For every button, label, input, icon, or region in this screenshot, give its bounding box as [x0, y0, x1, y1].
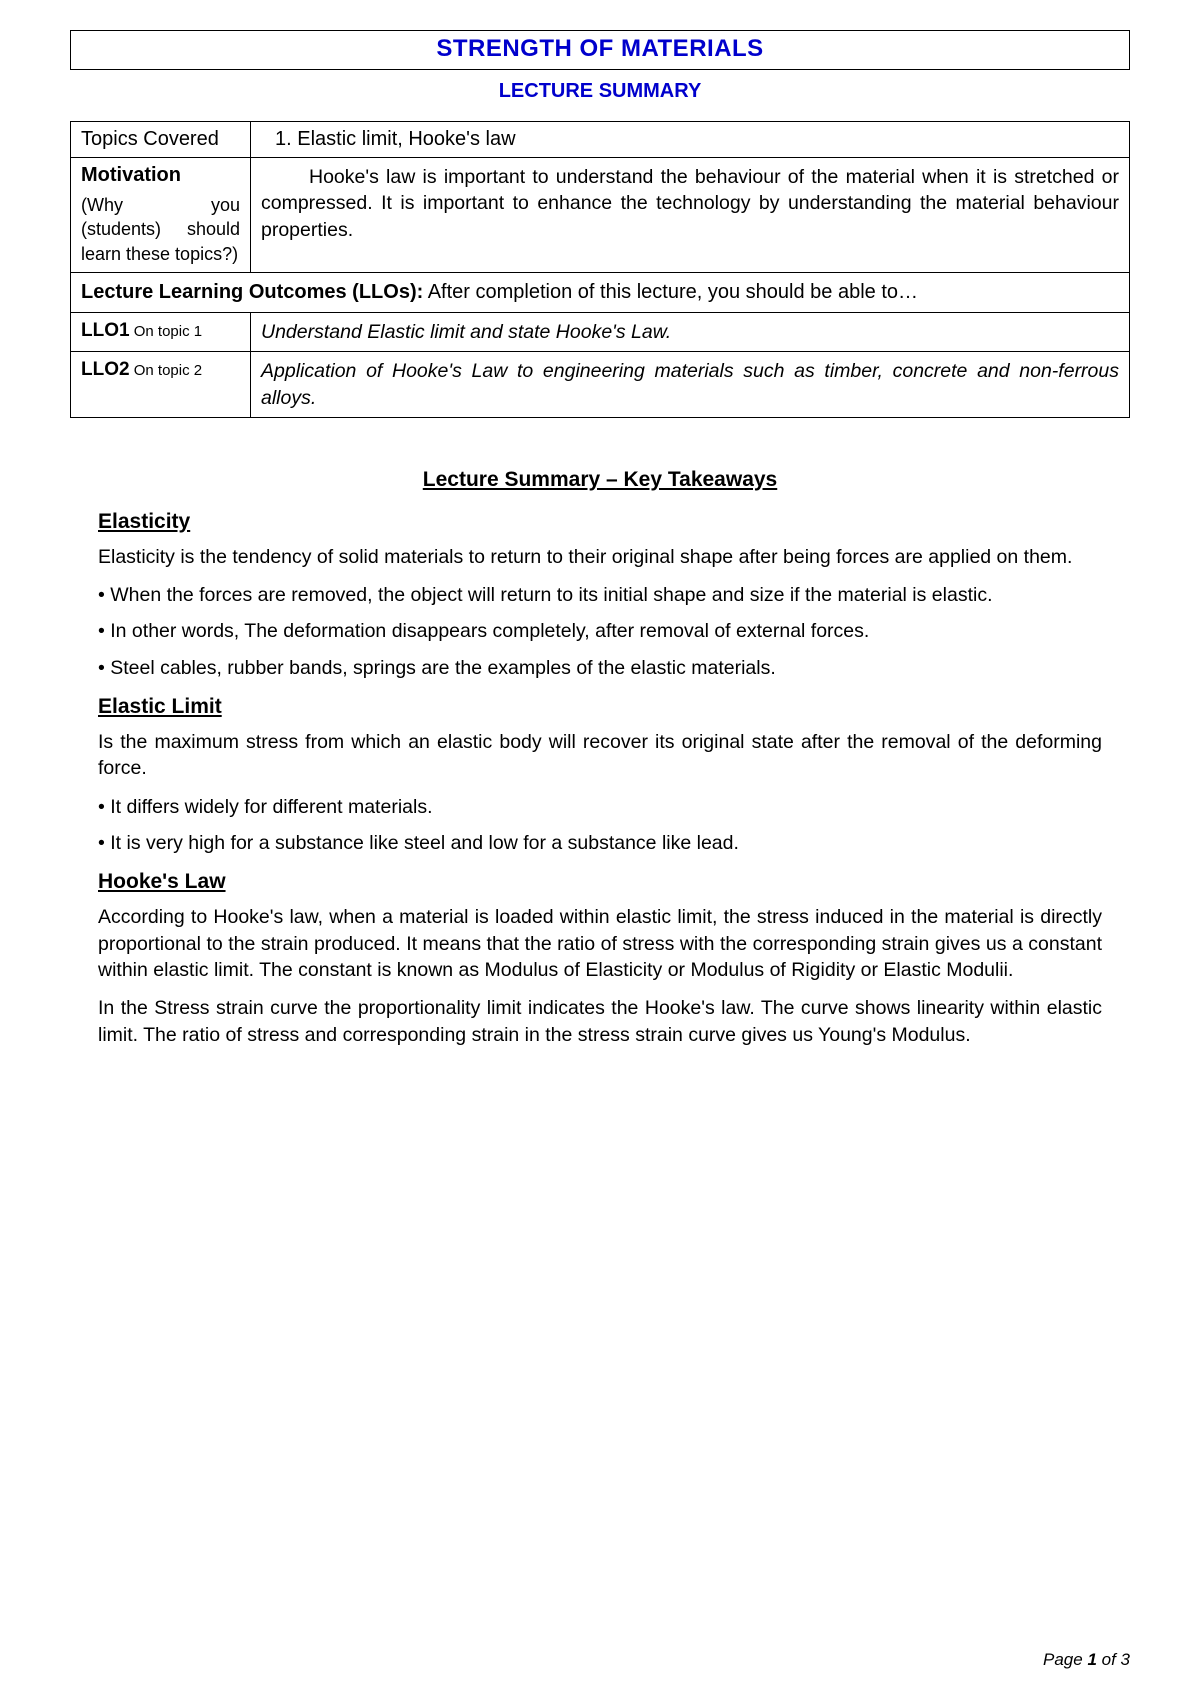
- llo2-sub: On topic 2: [130, 362, 203, 379]
- content-body: Lecture Summary – Key Takeaways Elastici…: [70, 468, 1130, 1048]
- table-row: LLO1 On topic 1 Understand Elastic limit…: [71, 312, 1130, 351]
- llo1-label-cell: LLO1 On topic 1: [71, 312, 251, 351]
- table-row: Lecture Learning Outcomes (LLOs): After …: [71, 272, 1130, 312]
- motivation-label: Motivation: [81, 164, 240, 187]
- title-box: STRENGTH OF MATERIALS: [70, 30, 1130, 70]
- llo1-sub: On topic 1: [130, 323, 203, 340]
- paragraph: In the Stress strain curve the proportio…: [98, 995, 1102, 1048]
- bullet-item: • When the forces are removed, the objec…: [98, 582, 1102, 608]
- motivation-text-cell: Hooke's law is important to understand t…: [251, 158, 1130, 273]
- topics-value: 1. Elastic limit, Hooke's law: [261, 128, 516, 150]
- footer-page-number: 1: [1087, 1650, 1096, 1669]
- table-row: Motivation (Why you (students) should le…: [71, 158, 1130, 273]
- bullet-item: • In other words, The deformation disapp…: [98, 618, 1102, 644]
- llo2-text: Application of Hooke's Law to engineerin…: [261, 358, 1119, 411]
- motivation-sublabel: (Why you (students) should learn these t…: [81, 193, 240, 266]
- paragraph: According to Hooke's law, when a materia…: [98, 904, 1102, 983]
- llo-header-cell: Lecture Learning Outcomes (LLOs): After …: [71, 272, 1130, 312]
- bullet-item: • Steel cables, rubber bands, springs ar…: [98, 655, 1102, 681]
- llo2-text-cell: Application of Hooke's Law to engineerin…: [251, 352, 1130, 418]
- section-heading-elastic-limit: Elastic Limit: [98, 695, 1102, 719]
- document-title: STRENGTH OF MATERIALS: [71, 35, 1129, 63]
- paragraph: Is the maximum stress from which an elas…: [98, 729, 1102, 782]
- footer-prefix: Page: [1043, 1650, 1087, 1669]
- bullet-item: • It differs widely for different materi…: [98, 794, 1102, 820]
- llo-header-rest: After completion of this lecture, you sh…: [423, 281, 918, 303]
- key-takeaways-heading: Lecture Summary – Key Takeaways: [98, 468, 1102, 492]
- llo-header-bold: Lecture Learning Outcomes (LLOs):: [81, 281, 423, 303]
- bullet-item: • It is very high for a substance like s…: [98, 830, 1102, 856]
- document-subtitle: LECTURE SUMMARY: [70, 80, 1130, 103]
- table-row: LLO2 On topic 2 Application of Hooke's L…: [71, 352, 1130, 418]
- llo1-label: LLO1: [81, 320, 130, 341]
- paragraph: Elasticity is the tendency of solid mate…: [98, 544, 1102, 570]
- topics-value-cell: 1. Elastic limit, Hooke's law: [251, 122, 1130, 158]
- motivation-text: Hooke's law is important to understand t…: [261, 164, 1119, 243]
- summary-table: Topics Covered 1. Elastic limit, Hooke's…: [70, 121, 1130, 418]
- footer-suffix: of 3: [1097, 1650, 1130, 1669]
- topics-label: Topics Covered: [81, 128, 219, 150]
- section-heading-hookes-law: Hooke's Law: [98, 870, 1102, 894]
- llo1-text: Understand Elastic limit and state Hooke…: [261, 319, 1119, 345]
- motivation-label-cell: Motivation (Why you (students) should le…: [71, 158, 251, 273]
- topics-label-cell: Topics Covered: [71, 122, 251, 158]
- table-row: Topics Covered 1. Elastic limit, Hooke's…: [71, 122, 1130, 158]
- section-heading-elasticity: Elasticity: [98, 510, 1102, 534]
- llo2-label-cell: LLO2 On topic 2: [71, 352, 251, 418]
- llo2-label: LLO2: [81, 359, 130, 380]
- llo1-text-cell: Understand Elastic limit and state Hooke…: [251, 312, 1130, 351]
- page-footer: Page 1 of 3: [1043, 1650, 1130, 1670]
